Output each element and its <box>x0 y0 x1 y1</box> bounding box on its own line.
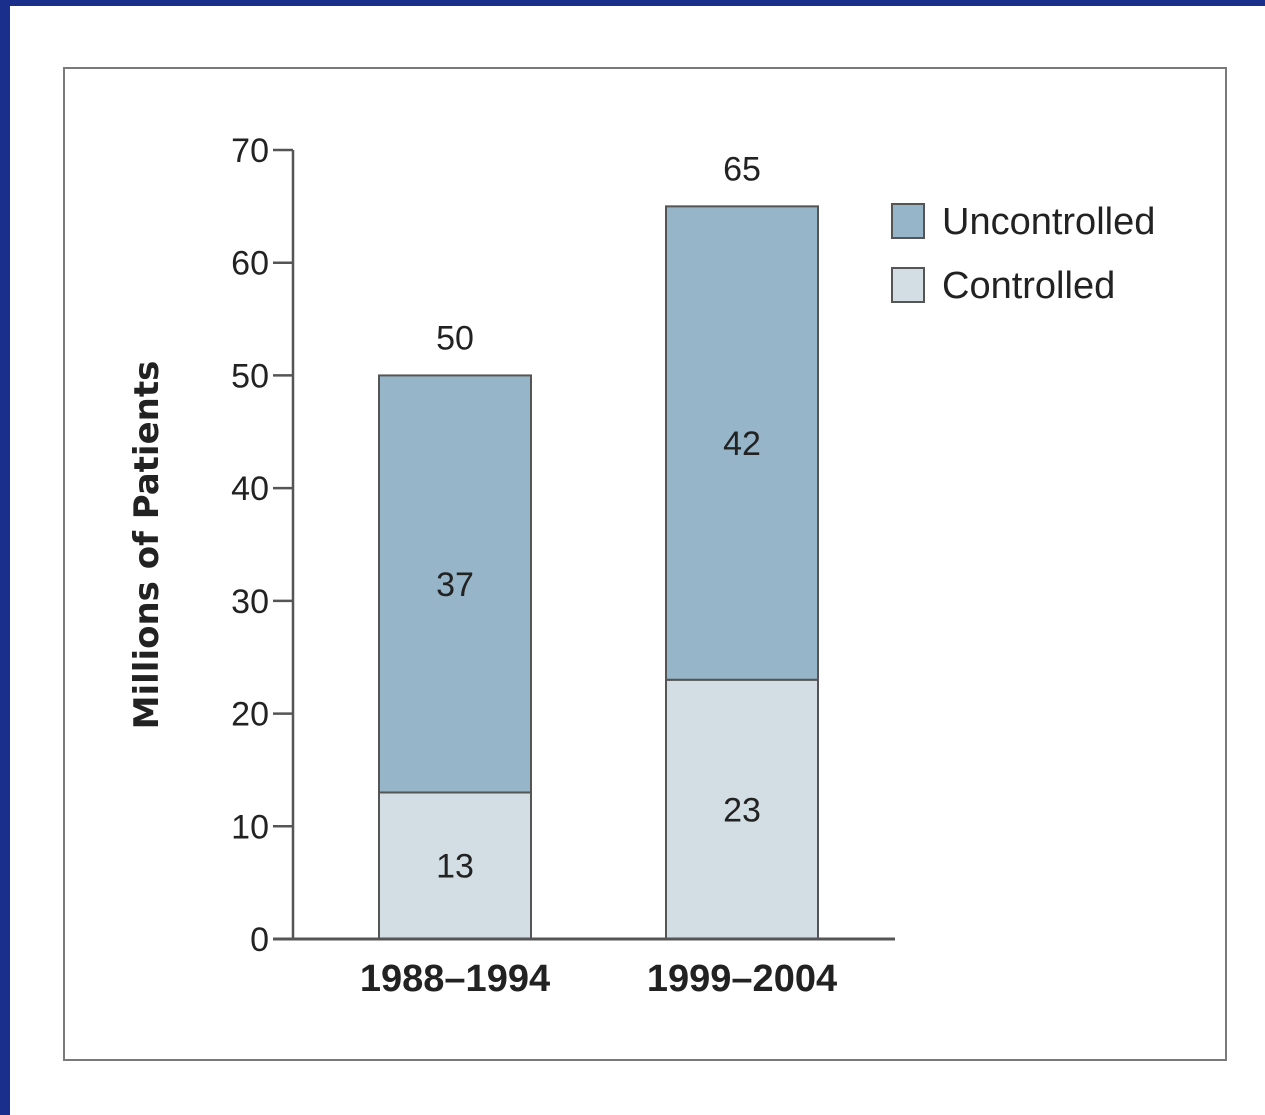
y-tick-label: 40 <box>231 470 269 508</box>
y-tick-label: 10 <box>231 808 269 846</box>
bar-segment-uncontrolled <box>665 205 819 681</box>
y-tick-label: 20 <box>231 696 269 734</box>
y-tick-label: 50 <box>231 357 269 395</box>
bar-total-label: 50 <box>436 319 474 357</box>
y-tick-label: 30 <box>231 583 269 621</box>
bar-value-label: 42 <box>723 425 761 463</box>
legend-swatch <box>891 267 925 303</box>
bar-total-label: 65 <box>723 150 761 188</box>
bar-value-label: 37 <box>436 566 474 604</box>
y-tick-label: 0 <box>250 921 269 959</box>
x-category-label: 1999–2004 <box>647 958 837 1000</box>
x-category-label: 1988–1994 <box>360 958 550 1000</box>
y-tick-label: 60 <box>231 245 269 283</box>
chart-frame <box>63 67 1227 1061</box>
y-axis-label: Millions of Patients <box>127 361 167 730</box>
x-axis: 1988–1994 1999–2004 <box>273 937 895 1000</box>
bars: 13 37 50 23 42 65 <box>378 150 819 940</box>
y-tick-label: 70 <box>231 132 269 170</box>
legend: Uncontrolled Controlled <box>891 201 1155 307</box>
bar-value-label: 13 <box>436 848 474 886</box>
legend-label: Uncontrolled <box>942 201 1155 243</box>
bar-value-label: 23 <box>723 791 761 829</box>
bar-segment-uncontrolled <box>378 374 532 794</box>
y-axis: 0 10 20 30 40 50 60 70 <box>231 132 295 959</box>
legend-label: Controlled <box>942 265 1115 307</box>
legend-swatch <box>891 203 925 239</box>
